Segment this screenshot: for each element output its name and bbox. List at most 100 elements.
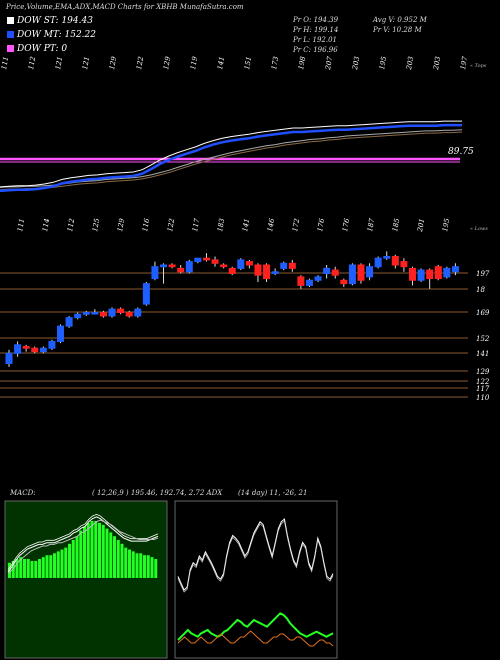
low-label: 111	[16, 218, 26, 233]
candle-body	[357, 264, 365, 281]
candle-body	[160, 264, 168, 268]
candle-body	[228, 267, 236, 274]
top-label: 129	[162, 55, 172, 70]
price-label: 89.75	[448, 147, 474, 157]
macd-hist-bar	[131, 551, 135, 578]
candle-body	[348, 264, 356, 285]
macd-hist-bar	[150, 557, 154, 578]
low-label: 116	[141, 217, 151, 232]
dow-st-line	[0, 120, 462, 188]
macd-hist-bar	[41, 557, 45, 578]
macd-hist-bar	[94, 521, 98, 578]
ohlc-low: Pr L: 192.01	[293, 36, 338, 44]
price-level-label: 122	[476, 378, 490, 386]
ohlc-close: Pr C: 196.96	[293, 46, 338, 54]
candle-body	[117, 308, 125, 314]
low-label: 112	[66, 217, 76, 232]
candle-body	[374, 257, 382, 268]
candle-body	[185, 261, 193, 273]
macd-hist-bar	[71, 540, 75, 578]
macd-hist-bar	[23, 559, 26, 578]
top-label: 197	[459, 55, 469, 70]
macd-hist-bar	[45, 555, 49, 578]
candle-body	[194, 257, 202, 263]
candle-body	[108, 308, 116, 317]
price-level-label: 18	[476, 286, 485, 294]
price-level-label: 197	[476, 270, 490, 278]
macd-hist-bar	[19, 557, 23, 578]
lows-side-label: « Lows	[470, 226, 488, 232]
candle-body	[400, 261, 408, 268]
candle-body	[297, 276, 305, 286]
top-label: 119	[189, 55, 199, 70]
candle-body	[91, 312, 99, 315]
candle-body	[211, 259, 219, 264]
candle-body	[340, 279, 348, 285]
macd-hist-bar	[75, 536, 79, 578]
top-label: 121	[81, 56, 91, 71]
macd-label: MACD:	[9, 489, 36, 497]
legend-label-st: DOW ST: 194.43	[17, 16, 93, 26]
macd-hist-bar	[53, 553, 56, 578]
candle-body	[202, 257, 210, 261]
candle-body	[408, 267, 416, 281]
low-label: 183	[216, 217, 226, 232]
macd-hist-bar	[15, 559, 19, 578]
candle-body	[417, 269, 425, 281]
legend-dow-mt: DOW MT: 152.22	[7, 30, 96, 40]
candle-body	[331, 269, 339, 276]
candle-body	[237, 259, 245, 269]
legend-swatch-st	[7, 17, 14, 24]
macd-hist-bar	[64, 547, 68, 578]
top-label: 151	[243, 56, 253, 71]
macd-signal-line	[7, 519, 159, 574]
ohlc-open: Pr O: 194.39	[293, 16, 339, 24]
top-label: 203	[432, 55, 442, 71]
top-label: 121	[54, 56, 64, 71]
top-label: 112	[27, 55, 37, 70]
price-level-label: 129	[476, 368, 490, 376]
macd-hist-bar	[56, 551, 60, 578]
macd-hist-bar	[128, 549, 131, 578]
candle-body	[271, 271, 279, 274]
legend-swatch-pt	[7, 45, 14, 52]
candle-body	[443, 267, 451, 278]
macd-hist-bar	[49, 555, 53, 578]
candle-body	[125, 312, 133, 317]
low-label: 146	[266, 217, 276, 232]
macd-hist-bar	[60, 549, 64, 578]
macd-hist-bar	[86, 522, 90, 578]
candle-body	[134, 308, 142, 317]
adx-values: (14 day) 11, -26, 21	[238, 489, 307, 497]
price-level-label: 141	[476, 350, 489, 358]
top-label: 111	[0, 56, 10, 71]
macd-hist-bar	[109, 532, 113, 578]
macd-values: ( 12,26,9 ) 195.46, 192.74, 2.72 ADX	[92, 489, 223, 497]
legend-label-pt: DOW PT: 0	[17, 44, 68, 54]
candle-body	[168, 264, 176, 268]
candle-body	[383, 255, 391, 259]
legend-swatch-mt	[7, 31, 14, 38]
ohlc-high: Pr H: 199.14	[293, 26, 339, 34]
top-label: 203	[405, 55, 415, 71]
price-level-label: 110	[476, 394, 490, 402]
low-label: 172	[291, 217, 301, 232]
tops-side-label: « Tops	[470, 63, 487, 69]
candle-body	[305, 279, 313, 286]
macd-line-2	[7, 513, 159, 570]
low-label: 114	[41, 218, 51, 233]
low-label: 125	[91, 217, 101, 232]
adx-plus-di-line	[177, 612, 334, 641]
macd-hist-bar	[68, 543, 71, 578]
candle-body	[288, 262, 296, 269]
low-label: 185	[391, 217, 401, 232]
price-level-label: 169	[476, 309, 490, 317]
candle-body	[451, 266, 459, 273]
candle-body	[323, 267, 331, 274]
candle-body	[65, 317, 73, 327]
top-label: 198	[297, 55, 307, 70]
adx-minus-di-line	[177, 630, 334, 647]
candle-body	[5, 352, 13, 365]
